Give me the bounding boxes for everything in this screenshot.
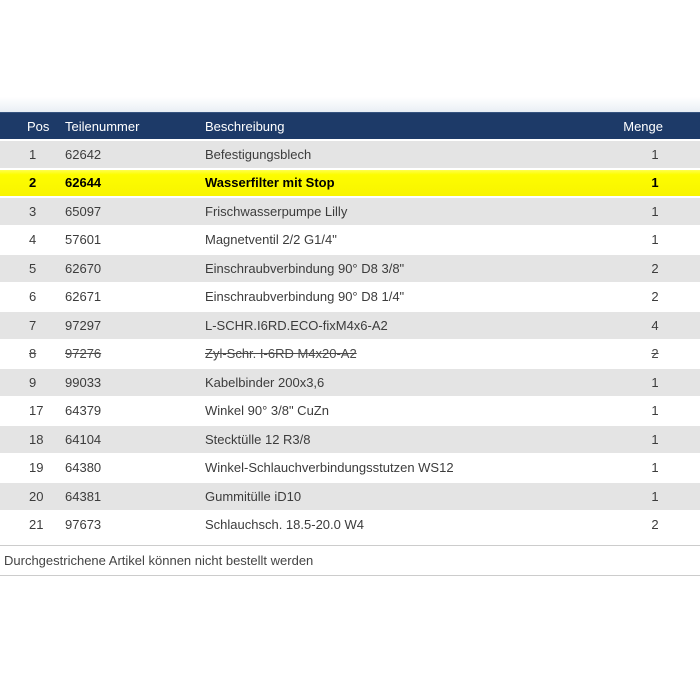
cell-pos: 9	[29, 374, 37, 390]
cell-pos: 3	[29, 203, 37, 219]
cell-teilenummer: 62670	[65, 260, 102, 276]
cell-teilenummer: 65097	[65, 203, 102, 219]
table-row[interactable]: 6 62671 Einschraubverbindung 90° D8 1/4"…	[0, 283, 700, 312]
cell-teilenummer: 97276	[65, 346, 102, 362]
cell-beschreibung: Zyl-Schr. I-6RD M4x20-A2	[205, 346, 357, 362]
table-row[interactable]: 1 62642 Befestigungsblech 1	[0, 141, 700, 170]
cell-menge: 1	[651, 232, 659, 248]
cell-beschreibung: Frischwasserpumpe Lilly	[205, 203, 348, 219]
cell-teilenummer: 64379	[65, 403, 102, 419]
cell-pos: 19	[29, 460, 44, 476]
table-row[interactable]: 3 65097 Frischwasserpumpe Lilly 1	[0, 198, 700, 227]
cell-pos: 4	[29, 232, 37, 248]
notice-text: Durchgestrichene Artikel können nicht be…	[4, 553, 314, 568]
cell-pos: 8	[29, 346, 37, 362]
cell-teilenummer: 62644	[65, 175, 102, 191]
cell-menge: 2	[651, 346, 659, 362]
cell-menge: 1	[651, 403, 659, 419]
cell-menge: 2	[651, 289, 659, 305]
cell-beschreibung: Einschraubverbindung 90° D8 1/4"	[205, 289, 405, 305]
cell-menge: 4	[651, 317, 659, 333]
table-row[interactable]: 4 57601 Magnetventil 2/2 G1/4" 1	[0, 226, 700, 255]
column-header-menge: Menge	[623, 118, 663, 134]
cell-teilenummer: 64104	[65, 431, 102, 447]
cell-pos: 18	[29, 431, 44, 447]
cell-menge: 1	[651, 203, 659, 219]
cell-teilenummer: 64381	[65, 488, 102, 504]
cell-beschreibung: Wasserfilter mit Stop	[205, 175, 335, 191]
cell-pos: 6	[29, 289, 37, 305]
cell-menge: 1	[651, 175, 659, 191]
cell-teilenummer: 57601	[65, 232, 102, 248]
cell-pos: 20	[29, 488, 44, 504]
table-row[interactable]: 21 97673 Schlauchsch. 18.5-20.0 W4 2	[0, 511, 700, 540]
cell-beschreibung: Befestigungsblech	[205, 146, 312, 162]
notice-bar: Durchgestrichene Artikel können nicht be…	[0, 545, 700, 576]
cell-menge: 2	[651, 260, 659, 276]
cell-beschreibung: Gummitülle iD10	[205, 488, 302, 504]
table-row[interactable]: 2 62644 Wasserfilter mit Stop 1	[0, 169, 700, 198]
table-row[interactable]: 9 99033 Kabelbinder 200x3,6 1	[0, 369, 700, 398]
table-row[interactable]: 8 97276 Zyl-Schr. I-6RD M4x20-A2 2	[0, 340, 700, 369]
cell-pos: 5	[29, 260, 37, 276]
table-top-fade	[0, 97, 700, 112]
cell-menge: 2	[651, 517, 659, 533]
table-body: 1 62642 Befestigungsblech 1 2 62644 Wass…	[0, 141, 700, 540]
table-row[interactable]: 19 64380 Winkel-Schlauchverbindungsstutz…	[0, 454, 700, 483]
cell-teilenummer: 99033	[65, 374, 102, 390]
table-row[interactable]: 5 62670 Einschraubverbindung 90° D8 3/8"…	[0, 255, 700, 284]
table-row[interactable]: 18 64104 Stecktülle 12 R3/8 1	[0, 426, 700, 455]
cell-beschreibung: Schlauchsch. 18.5-20.0 W4	[205, 517, 364, 533]
column-header-beschreibung: Beschreibung	[205, 118, 285, 134]
cell-beschreibung: Winkel 90° 3/8" CuZn	[205, 403, 329, 419]
cell-menge: 1	[651, 146, 659, 162]
table-row[interactable]: 17 64379 Winkel 90° 3/8" CuZn 1	[0, 397, 700, 426]
cell-beschreibung: Winkel-Schlauchverbindungsstutzen WS12	[205, 460, 454, 476]
cell-teilenummer: 62671	[65, 289, 102, 305]
cell-beschreibung: Einschraubverbindung 90° D8 3/8"	[205, 260, 405, 276]
cell-teilenummer: 62642	[65, 146, 102, 162]
table-header: Pos Teilenummer Beschreibung Menge	[0, 112, 700, 139]
cell-beschreibung: Magnetventil 2/2 G1/4"	[205, 232, 337, 248]
cell-pos: 1	[29, 146, 37, 162]
column-header-pos: Pos	[27, 118, 50, 134]
cell-beschreibung: L-SCHR.I6RD.ECO-fixM4x6-A2	[205, 317, 388, 333]
cell-menge: 1	[651, 431, 659, 447]
cell-teilenummer: 97297	[65, 317, 102, 333]
cell-teilenummer: 97673	[65, 517, 102, 533]
table-row[interactable]: 20 64381 Gummitülle iD10 1	[0, 483, 700, 512]
cell-pos: 7	[29, 317, 37, 333]
cell-menge: 1	[651, 374, 659, 390]
cell-menge: 1	[651, 488, 659, 504]
table-row[interactable]: 7 97297 L-SCHR.I6RD.ECO-fixM4x6-A2 4	[0, 312, 700, 341]
cell-menge: 1	[651, 460, 659, 476]
cell-pos: 21	[29, 517, 44, 533]
cell-beschreibung: Stecktülle 12 R3/8	[205, 431, 311, 447]
cell-pos: 2	[29, 175, 37, 191]
cell-beschreibung: Kabelbinder 200x3,6	[205, 374, 325, 390]
column-header-teilenummer: Teilenummer	[65, 118, 140, 134]
cell-teilenummer: 64380	[65, 460, 102, 476]
cell-pos: 17	[29, 403, 44, 419]
